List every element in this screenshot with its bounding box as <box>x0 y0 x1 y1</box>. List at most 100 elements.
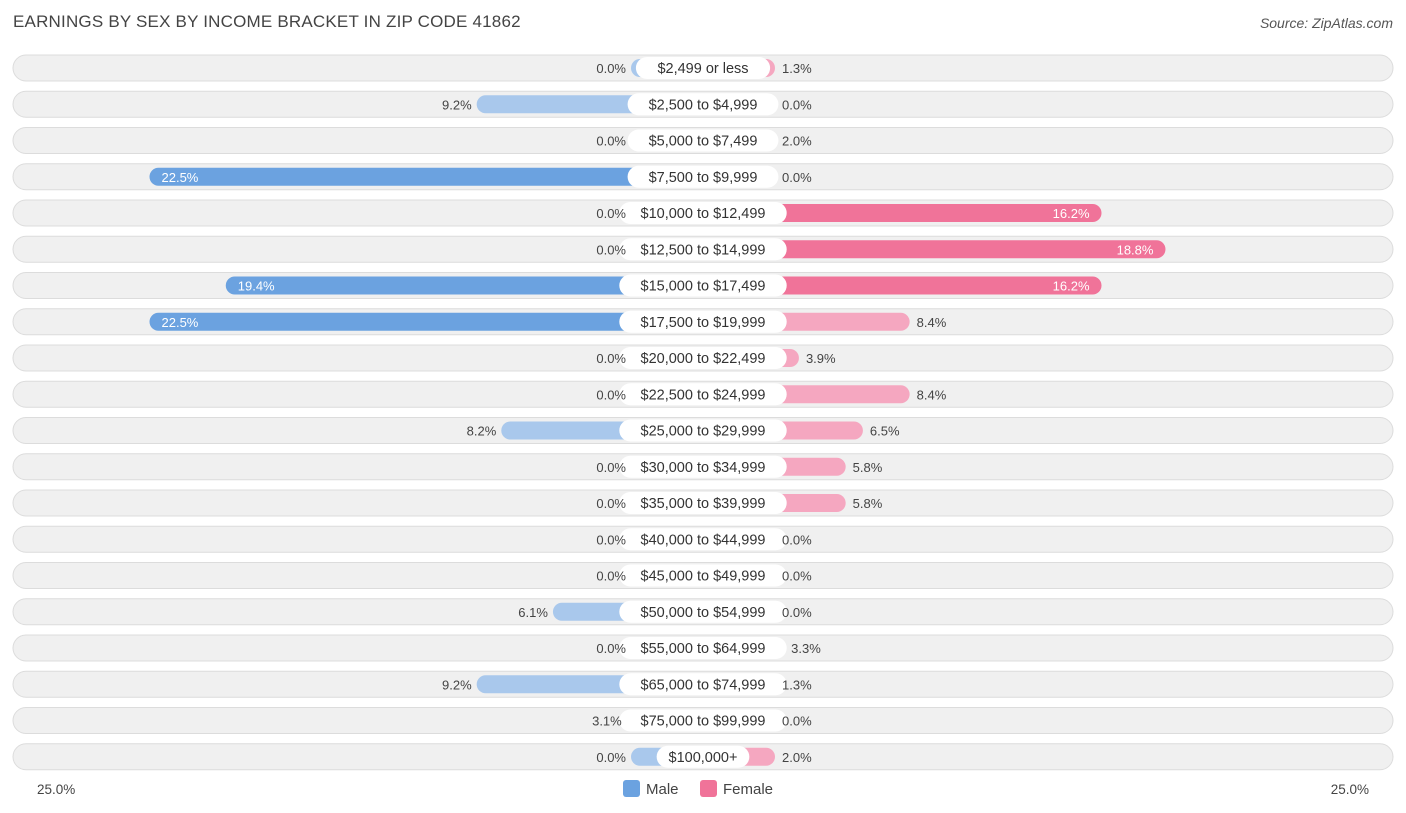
female-value-label: 16.2% <box>1053 279 1090 294</box>
row-3: $7,500 to $9,999 22.5% 0.0% <box>12 163 1394 191</box>
female-value-label: 0.0% <box>782 569 812 584</box>
category-label-bg <box>619 673 787 696</box>
male-value-label: 0.0% <box>596 61 626 76</box>
row-9: $22,500 to $24,999 0.0% 8.4% <box>12 380 1394 408</box>
row-11: $30,000 to $34,999 0.0% 5.8% <box>12 453 1394 481</box>
female-bar[interactable] <box>703 240 1166 259</box>
category-label: $55,000 to $64,999 <box>641 641 766 657</box>
category-label: $12,500 to $14,999 <box>641 242 766 258</box>
row-1: $2,500 to $4,999 9.2% 0.0% <box>12 90 1394 118</box>
category-label: $30,000 to $34,999 <box>641 460 766 476</box>
row-6: $15,000 to $17,499 19.4% 16.2% <box>12 272 1394 299</box>
category-label: $22,500 to $24,999 <box>641 387 766 403</box>
male-value-label: 8.2% <box>467 424 497 439</box>
row-17: $65,000 to $74,999 9.2% 1.3% <box>12 670 1394 698</box>
category-label: $45,000 to $49,999 <box>641 569 766 585</box>
female-bar[interactable] <box>703 204 1102 222</box>
category-label-bg <box>619 202 787 224</box>
legend-female-label: Female <box>723 781 773 798</box>
category-label-bg <box>619 492 787 514</box>
category-label-bg <box>627 165 779 188</box>
male-value-label: 19.4% <box>238 279 275 294</box>
category-label-bg <box>656 745 750 768</box>
male-value-label: 0.0% <box>596 532 626 547</box>
category-label-bg <box>619 238 787 261</box>
category-label: $7,500 to $9,999 <box>649 170 758 186</box>
row-0: $2,499 or less 0.0% 1.3% <box>12 54 1394 82</box>
male-value-label: 0.0% <box>596 750 626 765</box>
female-value-label: 6.5% <box>870 424 900 439</box>
category-label-bg <box>619 528 787 551</box>
male-value-label: 22.5% <box>162 315 199 330</box>
category-label-bg <box>627 93 779 116</box>
row-2: $5,000 to $7,499 0.0% 2.0% <box>12 127 1394 154</box>
male-value-label: 0.0% <box>596 206 626 221</box>
category-label-bg <box>627 129 779 152</box>
category-label: $2,499 or less <box>657 61 748 77</box>
male-value-label: 0.0% <box>596 569 626 584</box>
row-7: $17,500 to $19,999 22.5% 8.4% <box>12 308 1394 336</box>
female-value-label: 2.0% <box>782 750 812 765</box>
row-5: $12,500 to $14,999 0.0% 18.8% <box>12 235 1394 263</box>
female-value-label: 8.4% <box>917 315 947 330</box>
category-label-bg <box>619 564 787 587</box>
female-value-label: 8.4% <box>917 387 947 402</box>
male-value-label: 9.2% <box>442 677 472 692</box>
female-value-label: 3.9% <box>806 351 836 366</box>
category-label: $15,000 to $17,499 <box>641 279 766 295</box>
row-13: $40,000 to $44,999 0.0% 0.0% <box>12 525 1394 553</box>
female-value-label: 5.8% <box>853 460 883 475</box>
female-value-label: 3.3% <box>791 641 821 656</box>
male-value-label: 0.0% <box>596 460 626 475</box>
category-label: $40,000 to $44,999 <box>641 532 766 548</box>
female-value-label: 0.0% <box>782 170 812 185</box>
category-label-bg <box>619 419 787 442</box>
category-label: $50,000 to $54,999 <box>641 605 766 621</box>
male-bar[interactable] <box>149 312 704 331</box>
male-value-label: 0.0% <box>596 242 626 257</box>
female-value-label: 2.0% <box>782 134 812 149</box>
category-label-bg <box>619 383 787 406</box>
legend-male-label: Male <box>646 781 679 798</box>
male-bar[interactable] <box>149 167 704 186</box>
female-value-label: 18.8% <box>1117 242 1154 257</box>
male-value-label: 22.5% <box>162 170 199 185</box>
legend-female-swatch <box>700 780 717 797</box>
male-bar[interactable] <box>225 276 703 295</box>
male-value-label: 3.1% <box>592 714 622 729</box>
male-value-label: 0.0% <box>596 134 626 149</box>
category-label: $65,000 to $74,999 <box>641 677 766 693</box>
axis-right-label: 25.0% <box>1331 782 1369 797</box>
chart-title: EARNINGS BY SEX BY INCOME BRACKET IN ZIP… <box>13 12 521 31</box>
row-4: $10,000 to $12,499 0.0% 16.2% <box>12 199 1394 227</box>
category-label: $100,000+ <box>669 750 738 766</box>
female-value-label: 0.0% <box>782 714 812 729</box>
female-value-label: 1.3% <box>782 61 812 76</box>
male-value-label: 0.0% <box>596 387 626 402</box>
row-16: $55,000 to $64,999 0.0% 3.3% <box>12 634 1394 662</box>
female-value-label: 5.8% <box>853 496 883 511</box>
category-label: $20,000 to $22,499 <box>641 351 766 367</box>
category-label-bg <box>619 455 787 478</box>
category-label-bg <box>619 600 787 623</box>
male-value-label: 0.0% <box>596 496 626 511</box>
category-label-bg <box>619 637 787 659</box>
category-label-bg <box>619 347 787 369</box>
category-label: $10,000 to $12,499 <box>641 206 766 222</box>
row-12: $35,000 to $39,999 0.0% 5.8% <box>12 489 1394 517</box>
category-label-bg <box>619 310 787 333</box>
female-value-label: 16.2% <box>1053 206 1090 221</box>
female-value-label: 0.0% <box>782 605 812 620</box>
female-value-label: 1.3% <box>782 677 812 692</box>
female-bar[interactable] <box>703 276 1102 295</box>
legend-male-swatch <box>623 780 640 797</box>
male-value-label: 0.0% <box>596 351 626 366</box>
category-label-bg <box>619 274 787 297</box>
female-value-label: 0.0% <box>782 97 812 112</box>
source-note: Source: ZipAtlas.com <box>1259 15 1393 31</box>
category-label: $2,500 to $4,999 <box>649 97 758 113</box>
male-value-label: 0.0% <box>596 641 626 656</box>
category-label: $35,000 to $39,999 <box>641 496 766 512</box>
male-value-label: 6.1% <box>518 605 548 620</box>
